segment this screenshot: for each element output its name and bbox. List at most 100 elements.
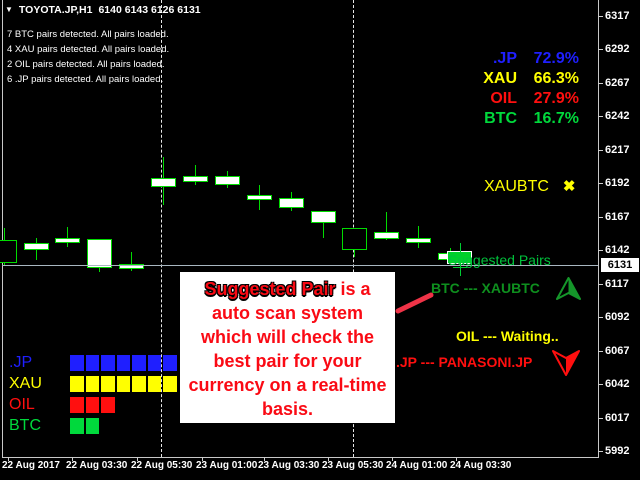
meter-segment [132,376,146,392]
close-x-icon[interactable]: ✖ [562,178,576,195]
time-tick [8,457,9,461]
candle-body [24,243,49,250]
meter-segment [70,397,84,413]
time-tick [392,457,393,461]
scanner-status-block: 7 BTC pairs detected. All pairs loaded. 4… [7,27,169,87]
strength-value: 72.9% [533,50,579,67]
message-highlight: Suggested Pair [204,279,336,299]
candle-wick [418,226,419,248]
suggested-pairs-button[interactable] [447,251,472,264]
strength-value: 27.9% [533,90,579,107]
price-tick [598,183,603,184]
candle-body [279,198,304,208]
candle-body [215,176,240,185]
candle-wick [323,211,324,238]
meter-segment [163,355,177,371]
time-tick [72,457,73,461]
message-line: which will check the [200,327,375,347]
price-label: 6167 [605,211,630,223]
plot-area[interactable] [0,0,598,457]
time-label: 24 Aug 03:30 [450,460,512,471]
chart-title: ▼ TOYOTA.JP,H1 6140 6143 6126 6131 [5,4,201,16]
time-label: 24 Aug 01:00 [386,460,448,471]
strength-row: BTC 16.7% [483,110,579,130]
chart-dropdown-icon[interactable]: ▼ [5,5,13,14]
candle-body [119,264,144,269]
signal-arrow-up-icon [556,277,581,300]
candle-wick [67,227,68,247]
meter-segment [70,355,84,371]
period-separator-line [161,0,162,457]
suggested-pair-row: .JP --- PANASONI.JP [396,354,533,370]
meter-segment [116,376,130,392]
time-label: 22 Aug 2017 [2,460,60,471]
candle-body [406,238,431,243]
price-tick [598,451,603,452]
time-label: 23 Aug 05:30 [322,460,384,471]
meter-label: OIL [9,396,35,413]
price-tick [598,49,603,50]
candle-wick [131,252,132,271]
price-label: 6117 [605,278,629,290]
price-tick [598,217,603,218]
time-tick [328,457,329,461]
strength-value: 16.7% [533,110,579,127]
meter-label: BTC [9,417,41,434]
candle-body [183,176,208,182]
meter-segment [85,376,99,392]
price-tick [598,16,603,17]
candle-body [342,228,367,250]
price-label: 6042 [605,378,630,390]
meter-segment [101,355,115,371]
candle-body [55,238,80,243]
price-tick [598,384,603,385]
price-label: 5992 [605,445,630,457]
candle-body [374,232,399,239]
watched-pair-label: XAUBTC ✖ [484,177,575,196]
time-tick [202,457,203,461]
meter-segment [70,418,84,434]
chart-symbol-period: TOYOTA.JP,H1 [18,4,93,16]
message-line-rest: is a [335,279,371,299]
meter-segment [163,376,177,392]
price-tick [598,83,603,84]
suggested-pairs-header: Suggested Pairs [448,252,551,268]
meter-segment [70,376,84,392]
time-label: 23 Aug 03:30 [258,460,320,471]
candle-body [87,239,112,268]
object-anchor-icon [453,267,467,268]
price-tick [598,351,603,352]
strength-label: OIL [490,90,517,107]
strength-row: .JP 72.9% [483,50,579,70]
strength-row: XAU 66.3% [483,70,579,90]
price-label: 6217 [605,144,630,156]
strength-list: .JP 72.9% XAU 66.3% OIL 27.9% BTC 16.7% [483,50,579,130]
price-label: 6267 [605,77,630,89]
candle-wick [195,165,196,185]
chart-ohlc-values: 6140 6143 6126 6131 [98,4,201,16]
watched-pair-text: XAUBTC [484,178,549,195]
candle-body [0,240,17,263]
message-line: auto scan system [211,303,364,323]
meter-segment [147,376,161,392]
time-label: 22 Aug 03:30 [66,460,128,471]
time-tick [456,457,457,461]
current-price-line [2,265,598,266]
price-label: 6242 [605,110,630,122]
strength-row: OIL 27.9% [483,90,579,110]
trendline-icon [395,292,434,314]
object-anchor-icon [460,243,461,276]
time-tick [264,457,265,461]
message-line: currency on a real-time [188,375,387,395]
price-label: 6317 [605,10,630,22]
indicator-message-box: Suggested Pair is a auto scan system whic… [180,272,395,423]
meter-label: .JP [9,354,33,371]
scanner-line: 2 OIL pairs detected. All pairs loaded. [7,59,165,70]
price-label: 6067 [605,345,630,357]
price-label: 6142 [605,244,630,256]
strength-label: BTC [484,110,517,127]
strength-value: 66.3% [533,70,579,87]
candle-body [247,195,272,200]
price-tick [598,284,603,285]
